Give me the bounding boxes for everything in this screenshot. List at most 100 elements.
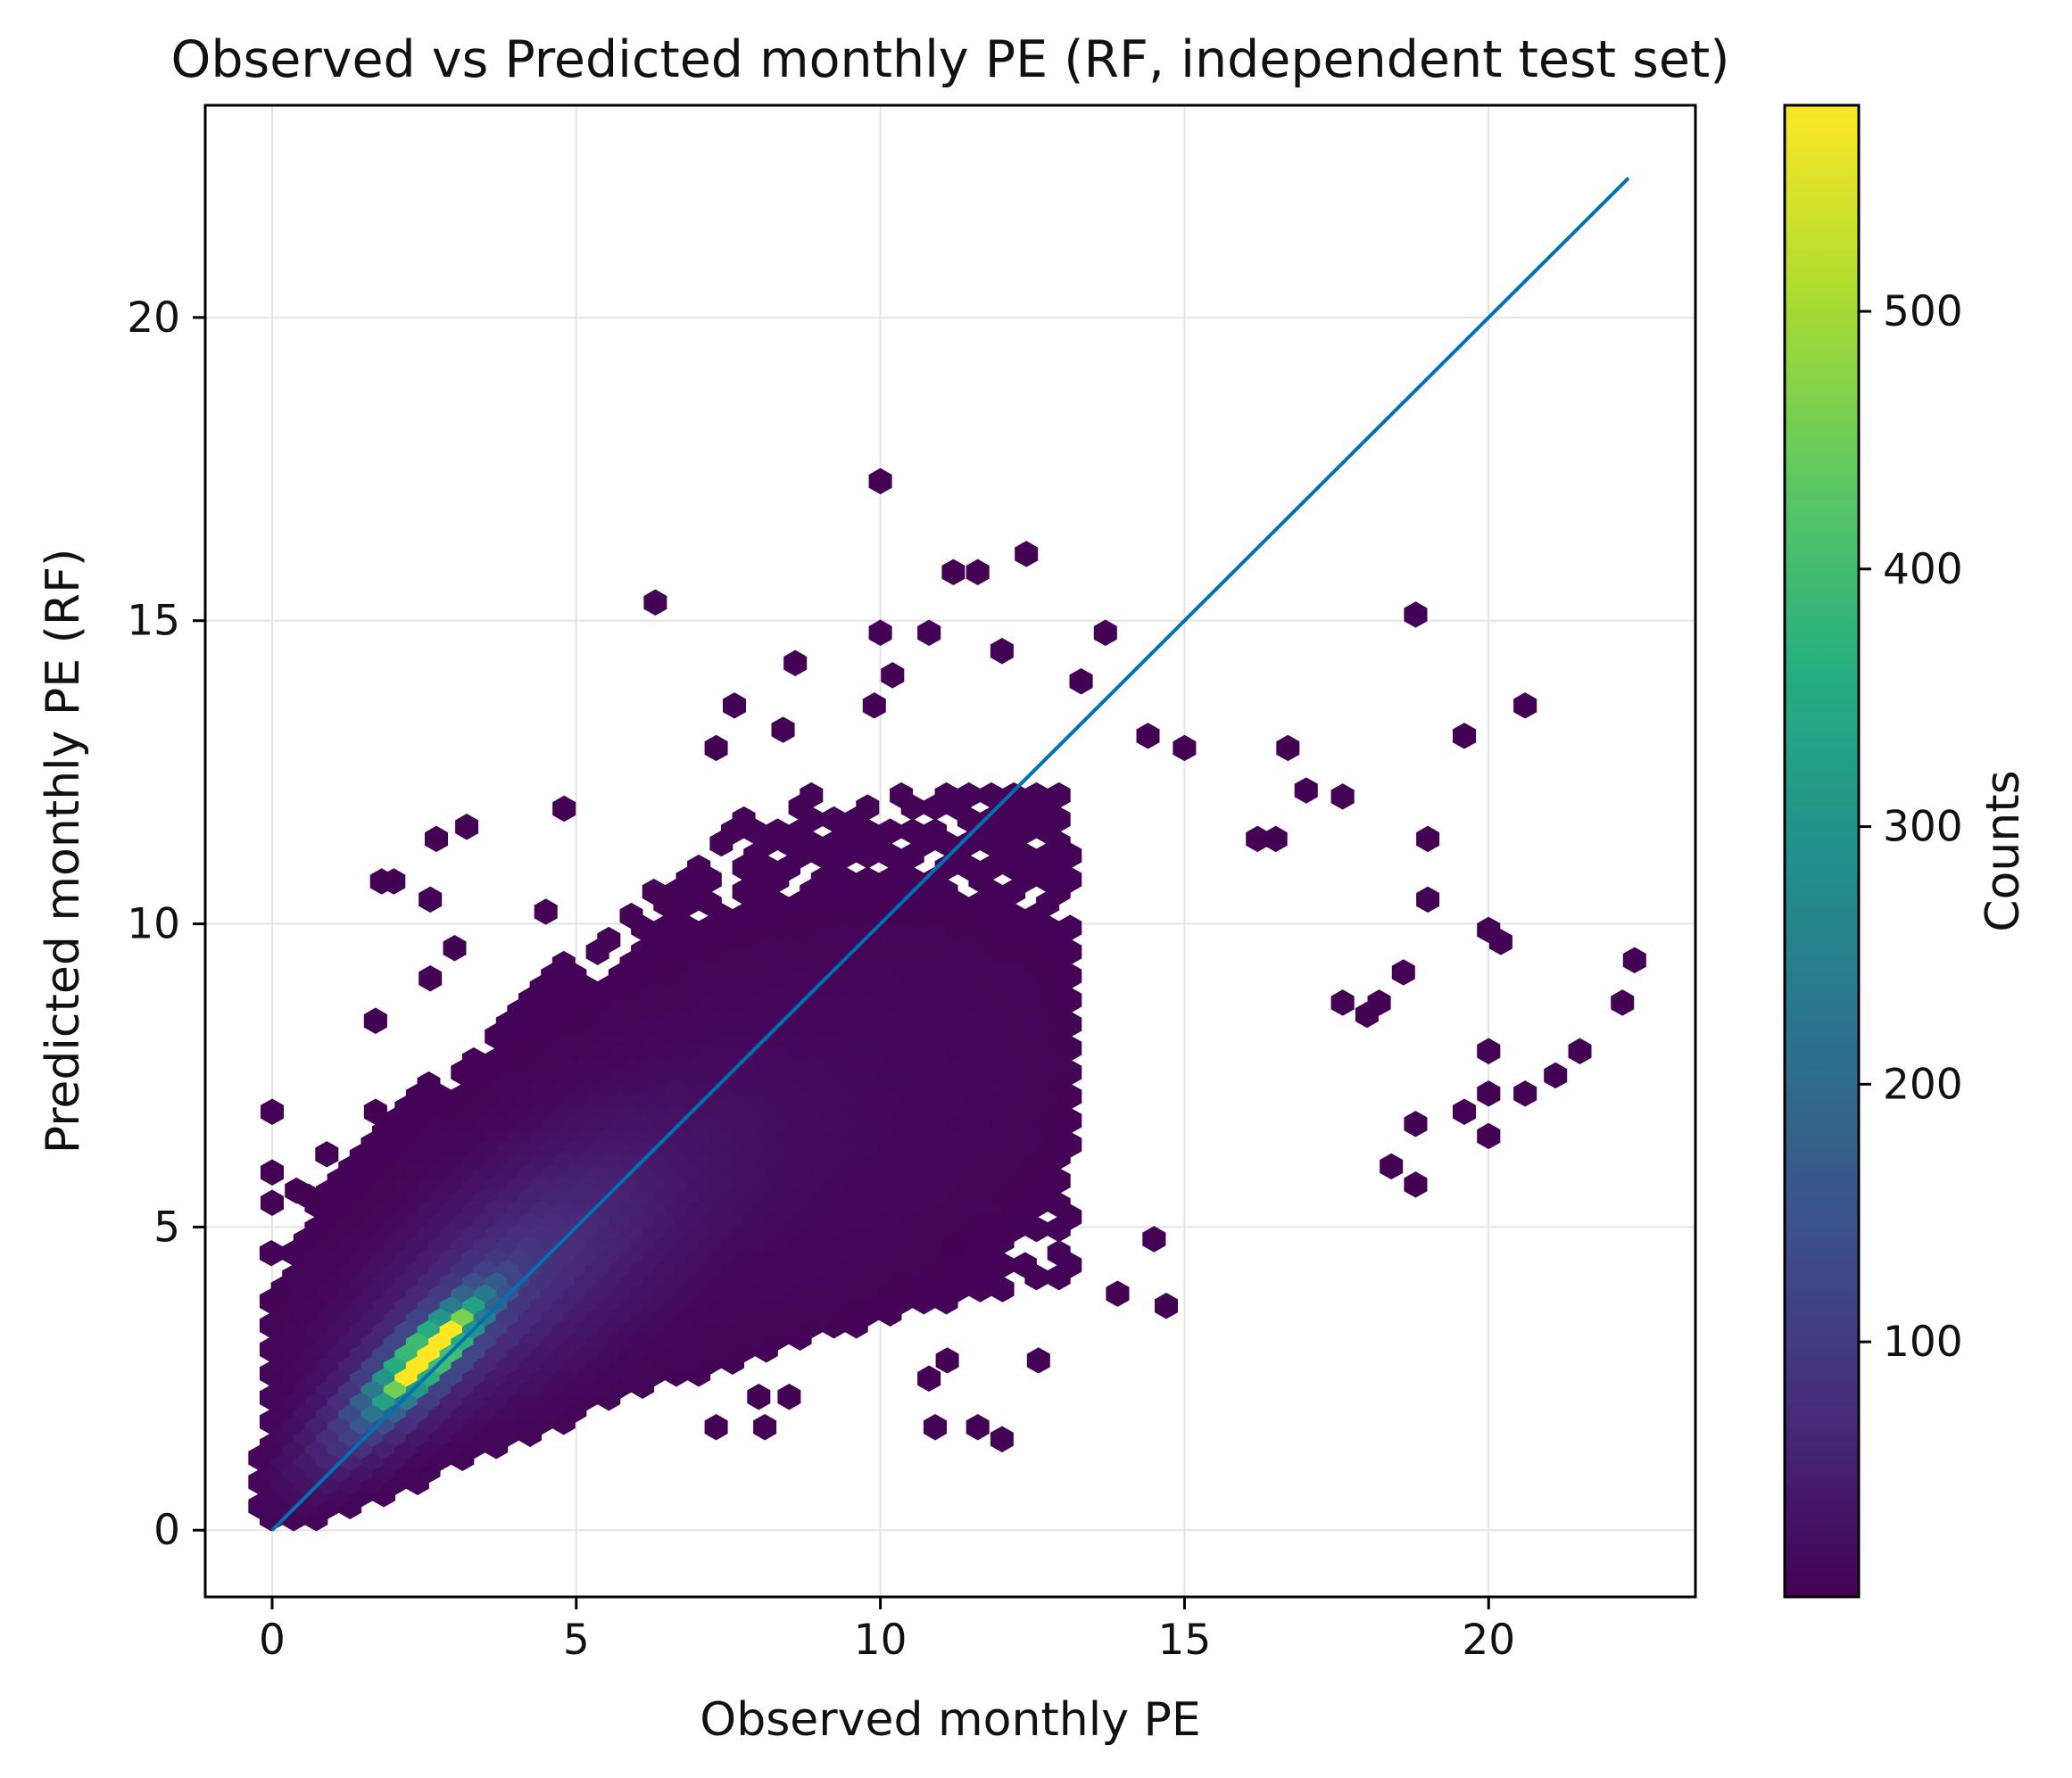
hexbin-cell	[856, 794, 880, 821]
hexbin-cell	[917, 619, 941, 647]
colorbar-ticks: 100 200 300 400 500	[1859, 287, 1963, 1367]
hexbin-cell	[1404, 1111, 1428, 1137]
colorbar	[1783, 103, 1861, 1599]
hexbin-cell	[1367, 989, 1391, 1016]
x-tick-label: 10	[854, 1616, 908, 1665]
hexbin-cell	[1404, 601, 1428, 628]
hexbin-cell	[1416, 825, 1440, 853]
hexbin-cell	[1330, 783, 1355, 810]
hexbin-cell	[363, 1007, 387, 1035]
hexbin-cell	[619, 902, 643, 930]
hexbin-cell	[259, 1239, 284, 1267]
y-tick-label: 5	[153, 1203, 180, 1252]
hexbin-cell	[363, 1098, 387, 1125]
x-tick-label: 0	[259, 1616, 286, 1665]
hexbin-cell	[1568, 1038, 1592, 1065]
hexbin-cell	[1093, 619, 1117, 647]
hexbin-cell	[1047, 781, 1071, 809]
hexbin-cell	[868, 467, 892, 495]
x-tick-label: 5	[563, 1616, 590, 1665]
hexbin-cell	[1136, 723, 1160, 749]
hexbin-cell	[704, 1413, 728, 1441]
hexbin-cell	[747, 1383, 771, 1410]
hexbin-cell	[1477, 1038, 1501, 1065]
hexbin-cell	[1155, 1293, 1178, 1319]
hexbin-cell	[1058, 914, 1082, 941]
colorbar-tick-label: 500	[1883, 287, 1963, 336]
hexbin-cell	[1391, 959, 1415, 986]
hexbin-cell	[1380, 1153, 1404, 1180]
hexbin-cell	[1404, 1171, 1428, 1198]
hexbin-cell	[923, 1413, 947, 1441]
hexbin-cell	[966, 558, 990, 586]
hexbin-cell	[1015, 541, 1039, 567]
hexbin-cell	[552, 795, 576, 823]
hexbin-cell	[424, 825, 449, 853]
hexbin-cell	[1544, 1062, 1568, 1089]
y-tick-label: 20	[127, 294, 180, 343]
hexbin-cell	[941, 1232, 966, 1259]
hexbin-cell	[455, 814, 479, 840]
hexbin-cell	[966, 1413, 990, 1441]
hexbin-cell	[382, 868, 406, 895]
hexbin-cell	[1142, 1226, 1166, 1253]
hexbin-cell	[862, 692, 886, 719]
hexbin-cell	[753, 1413, 777, 1441]
hexbin-cell	[1264, 825, 1288, 853]
colorbar-tick-label: 100	[1883, 1318, 1963, 1367]
x-axis-label: Observed monthly PE	[700, 1693, 1200, 1747]
hexbin-cell	[990, 637, 1014, 665]
hexbin-cell	[890, 781, 914, 809]
hexbin-cell	[534, 898, 558, 925]
hexbin-cell	[1488, 929, 1513, 955]
hexbin-cell	[732, 806, 756, 833]
hexbin-cell	[419, 886, 443, 914]
hexbin-cell	[771, 716, 795, 743]
hexbin-cell	[643, 589, 667, 616]
plot-area-frame	[203, 103, 1697, 1599]
hexbin-cell	[1416, 886, 1440, 914]
hexbin-cell	[1276, 734, 1300, 762]
colorbar-label: Counts	[1977, 770, 2030, 932]
y-tick-label: 10	[127, 900, 180, 949]
colorbar-tick-label: 200	[1883, 1060, 1963, 1109]
hexbin-cell	[1477, 1122, 1501, 1150]
hexbin-cell	[1069, 667, 1093, 695]
hexbin-cell	[723, 692, 746, 719]
x-axis-ticks: 0 5 10 15 20	[259, 1597, 1515, 1665]
hexbin-cell	[1106, 1280, 1130, 1307]
y-tick-label: 0	[153, 1506, 180, 1555]
chart-title: Observed vs Predicted monthly PE (RF, in…	[170, 30, 1729, 89]
hexbin-cell	[1026, 1347, 1050, 1374]
hexbin-cell	[260, 1189, 285, 1216]
hexbin-cell	[687, 854, 711, 881]
y-axis-label: Predicted monthly PE (RF)	[37, 549, 90, 1154]
hexbin-cell	[419, 965, 443, 992]
hexbin-cells	[248, 467, 1646, 1532]
hexbin-cell	[443, 935, 467, 962]
hexbin-cell	[783, 649, 808, 677]
colorbar-tick-label: 400	[1883, 545, 1963, 594]
hexbin-cell	[551, 950, 576, 978]
colorbar-tick-label: 300	[1883, 803, 1963, 852]
one-to-one-line	[270, 177, 1630, 1532]
hexbin-cell	[868, 619, 892, 647]
hexbin-cell	[296, 1183, 320, 1211]
hexbin-cell	[941, 558, 966, 586]
hexbin-cell	[417, 1071, 441, 1098]
hexbin-cell	[1611, 989, 1635, 1016]
hexbin-cell	[260, 1159, 285, 1186]
hexbin-cell	[1173, 734, 1197, 762]
hexbin-cell	[1453, 1098, 1476, 1125]
x-tick-label: 15	[1158, 1616, 1212, 1665]
hexbin-cell	[923, 818, 947, 845]
hexbin-cell	[917, 1365, 941, 1393]
hexbin-cell	[1047, 1239, 1071, 1267]
hexbin-cell	[1330, 989, 1355, 1016]
hexbin-cell	[260, 1098, 285, 1125]
hexbin-cell	[800, 781, 824, 809]
hexbin-cell	[935, 1347, 959, 1374]
hexbin-cell	[315, 1141, 339, 1168]
